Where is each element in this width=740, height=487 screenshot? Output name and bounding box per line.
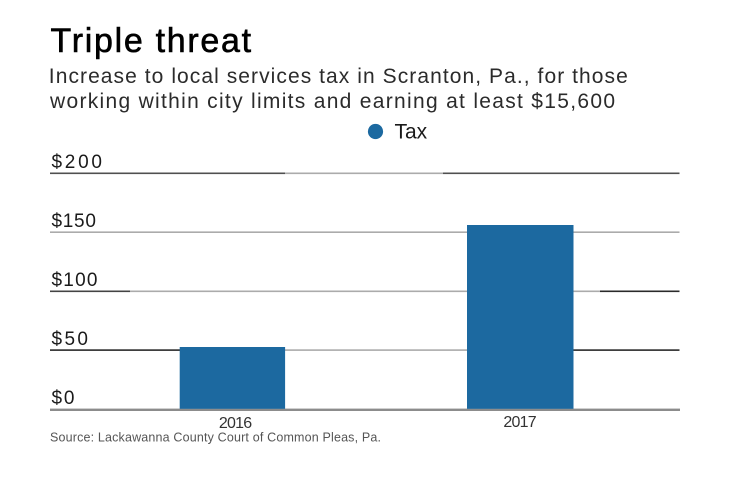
svg-text:working within city limits and: working within city limits and earning a… bbox=[49, 90, 615, 113]
svg-text:Triple threat: Triple threat bbox=[51, 22, 253, 60]
svg-text:2017: 2017 bbox=[503, 414, 536, 431]
svg-text:2016: 2016 bbox=[219, 415, 252, 432]
svg-text:Tax: Tax bbox=[395, 121, 428, 144]
svg-text:Increase to local services tax: Increase to local services tax in Scrant… bbox=[49, 65, 628, 88]
svg-text:$150: $150 bbox=[52, 211, 96, 232]
svg-text:Source: Lackawanna County Cour: Source: Lackawanna County Court of Commo… bbox=[50, 431, 381, 445]
svg-text:$100: $100 bbox=[52, 270, 98, 291]
svg-text:$0: $0 bbox=[52, 388, 75, 409]
svg-text:$50: $50 bbox=[52, 329, 89, 350]
